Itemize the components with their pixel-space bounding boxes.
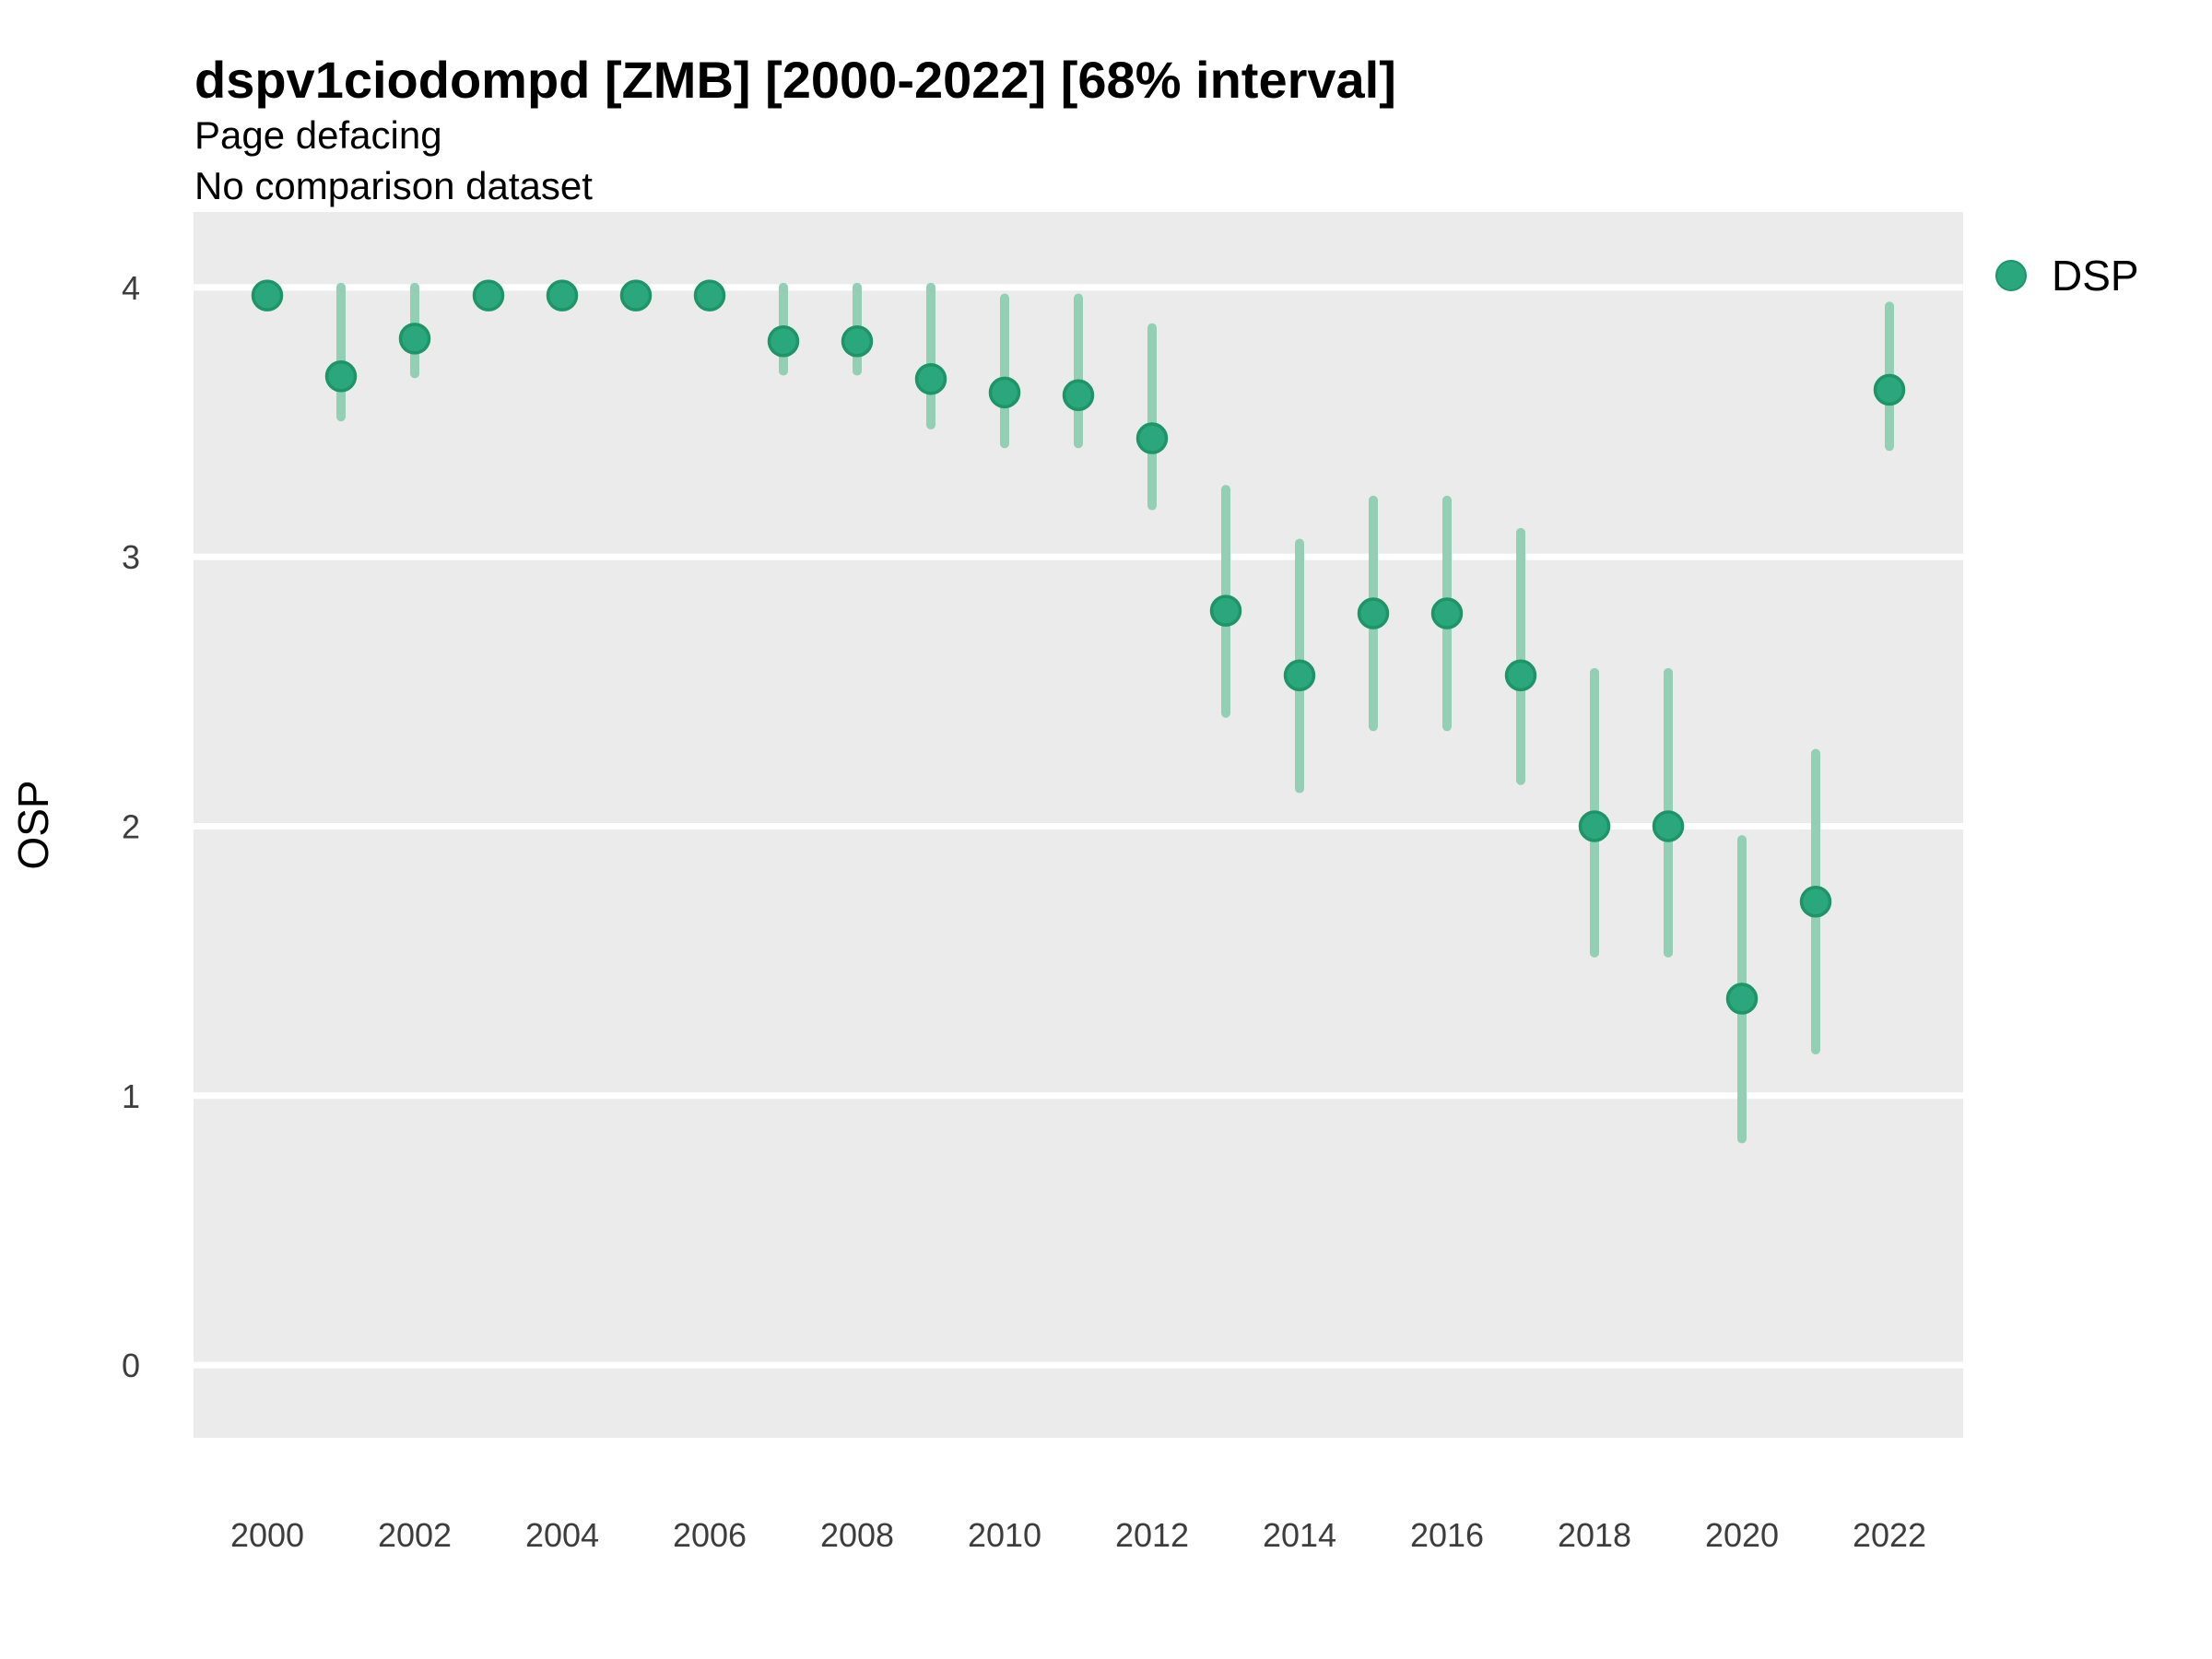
- legend: DSP: [1995, 252, 2139, 300]
- data-point-2004: [546, 279, 579, 312]
- chart-subtitle: Page defacing: [194, 113, 442, 157]
- data-point-2011: [1062, 379, 1095, 412]
- data-point-2021: [1799, 886, 1832, 918]
- x-tick-label: 2010: [968, 1516, 1041, 1554]
- data-point-2019: [1652, 810, 1685, 842]
- legend-label: DSP: [2052, 252, 2139, 300]
- data-point-2014: [1283, 659, 1316, 692]
- x-tick-label: 2006: [673, 1516, 747, 1554]
- y-tick-label: 1: [122, 1077, 140, 1115]
- y-axis-title: OSP: [9, 780, 57, 869]
- y-tick-label: 4: [122, 269, 140, 307]
- data-point-2020: [1725, 982, 1759, 1015]
- data-point-2002: [398, 323, 431, 355]
- x-tick-label: 2012: [1115, 1516, 1189, 1554]
- data-point-2017: [1504, 659, 1537, 692]
- x-tick-label: 2020: [1705, 1516, 1779, 1554]
- chart-note: No comparison dataset: [194, 164, 593, 207]
- data-point-2007: [767, 325, 800, 358]
- data-point-2015: [1357, 597, 1390, 629]
- x-tick-label: 2022: [1853, 1516, 1926, 1554]
- x-tick-label: 2016: [1410, 1516, 1484, 1554]
- data-point-2008: [841, 325, 874, 358]
- y-tick-label: 3: [122, 538, 140, 576]
- data-point-2006: [693, 279, 726, 312]
- y-tick-label: 2: [122, 807, 140, 845]
- data-point-2001: [324, 360, 358, 393]
- data-point-2005: [619, 279, 653, 312]
- data-point-2003: [472, 279, 505, 312]
- data-point-2013: [1209, 594, 1242, 627]
- data-point-2009: [914, 362, 947, 395]
- x-tick-label: 2014: [1263, 1516, 1336, 1554]
- data-point-2012: [1135, 422, 1169, 454]
- data-point-2016: [1430, 597, 1464, 629]
- data-point-2018: [1578, 810, 1611, 842]
- data-point-2010: [988, 376, 1021, 409]
- x-tick-label: 2008: [820, 1516, 894, 1554]
- x-tick-label: 2018: [1558, 1516, 1631, 1554]
- data-point-2000: [251, 279, 284, 312]
- legend-marker-icon: [1995, 260, 2027, 291]
- x-tick-label: 2004: [525, 1516, 599, 1554]
- chart-title: dspv1ciodompd [ZMB] [2000-2022] [68% int…: [194, 51, 1396, 109]
- y-tick-label: 0: [122, 1347, 140, 1384]
- x-tick-label: 2002: [378, 1516, 452, 1554]
- x-tick-label: 2000: [230, 1516, 304, 1554]
- plot-panel: 0 1 2 3 4 2000 2002 2004 2006 2008 2010 2012 2014 201…: [122, 212, 1963, 1554]
- data-point-2022: [1873, 373, 1906, 406]
